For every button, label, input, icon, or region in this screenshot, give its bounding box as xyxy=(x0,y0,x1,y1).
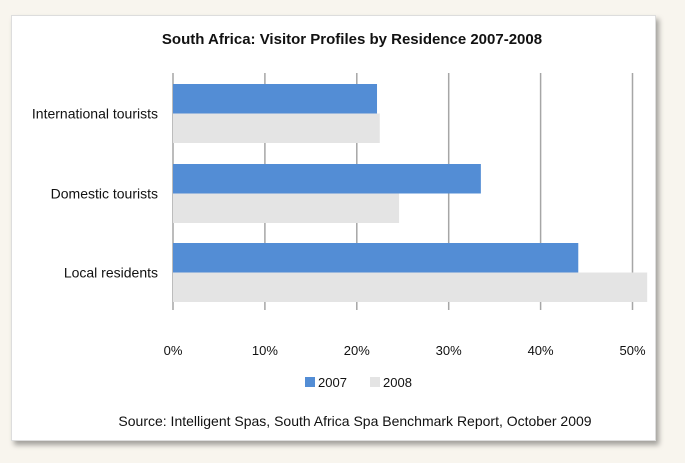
legend-label: 2007 xyxy=(318,375,347,390)
x-tick-label: 10% xyxy=(252,343,278,358)
bar-2007 xyxy=(173,164,481,194)
bar-2007 xyxy=(173,84,378,114)
bar-2008 xyxy=(173,193,400,223)
legend-swatch-2008 xyxy=(370,377,380,387)
legend-swatch-2007 xyxy=(305,377,315,387)
x-tick-label: 30% xyxy=(436,343,462,358)
chart-title: South Africa: Visitor Profiles by Reside… xyxy=(162,31,542,48)
x-tick-label: 20% xyxy=(344,343,370,358)
x-tick-label: 50% xyxy=(619,343,645,358)
legend-label: 2008 xyxy=(383,375,412,390)
category-label: Local residents xyxy=(64,265,158,281)
x-tick-label: 0% xyxy=(164,343,183,358)
bar-2008 xyxy=(173,113,380,143)
bar-2008 xyxy=(173,272,648,302)
category-label: Domestic tourists xyxy=(51,186,158,202)
source-note: Source: Intelligent Spas, South Africa S… xyxy=(118,413,591,429)
bar-2007 xyxy=(173,243,579,273)
x-tick-label: 40% xyxy=(528,343,554,358)
category-label: International tourists xyxy=(32,106,158,122)
